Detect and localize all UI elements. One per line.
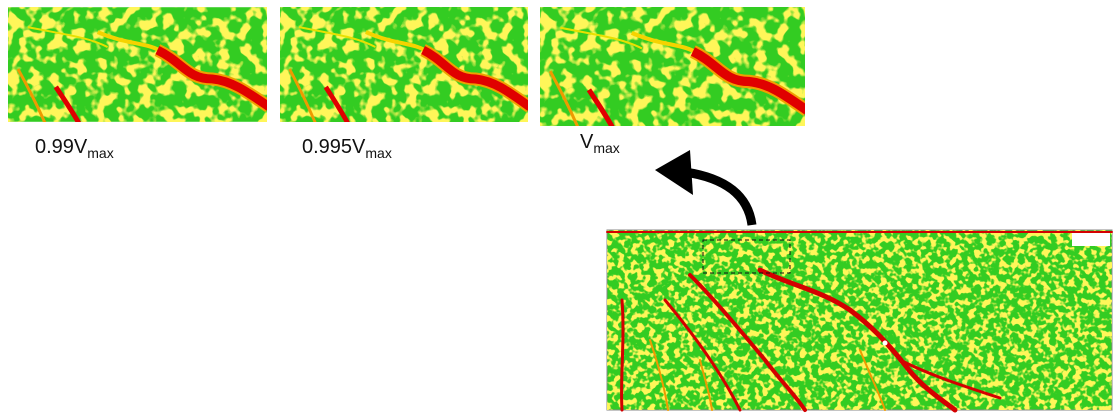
crack-image <box>280 7 530 125</box>
label-main: V <box>580 131 593 153</box>
panel-label: 0.995Vmax <box>302 136 392 161</box>
figure: 0.99Vmax 0.995Vmax Vmax (() => { const d… <box>0 0 1114 413</box>
label-sub: max <box>365 145 391 161</box>
crack-image <box>540 7 807 129</box>
specimen-image <box>607 230 1112 410</box>
label-sub: max <box>87 145 113 161</box>
arrow <box>655 150 752 225</box>
label-main: 0.99V <box>35 136 87 158</box>
figure-art <box>0 0 1114 413</box>
panel-label: 0.99Vmax <box>35 136 114 161</box>
panel-label: Vmax <box>580 131 620 156</box>
crack-image <box>8 7 269 125</box>
label-main: 0.995V <box>302 136 365 158</box>
label-sub: max <box>593 140 619 156</box>
